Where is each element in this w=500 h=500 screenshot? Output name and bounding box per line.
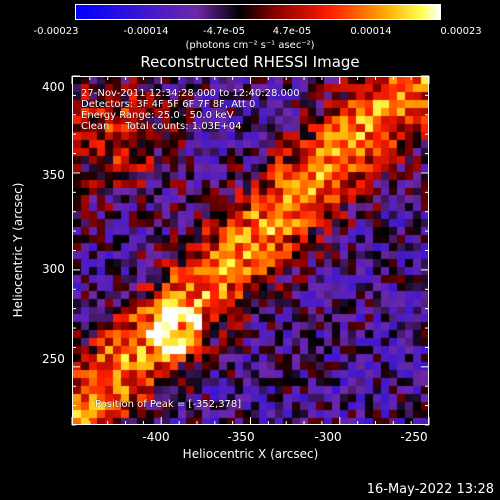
colorbar-tick: 4.7e-05 xyxy=(272,26,312,37)
y-tick-label: 250 xyxy=(42,352,65,366)
y-axis-label: Heliocentric Y (arcsec) xyxy=(11,182,25,318)
plot-title: Reconstructed RHESSI Image xyxy=(140,53,360,71)
y-tick-label: 400 xyxy=(42,80,65,94)
x-axis-label: Heliocentric X (arcsec) xyxy=(182,447,319,461)
y-tick-label: 350 xyxy=(42,168,65,182)
x-tick-label: -400 xyxy=(142,430,170,444)
footer-date: 16-May-2022 13:28 xyxy=(366,482,494,497)
colorbar xyxy=(75,4,441,20)
heatmap-image xyxy=(73,77,428,424)
plot-area: 27-Nov-2011 12:34:28.000 to 12:40:28.000… xyxy=(72,76,429,425)
colorbar-tick: -4.7e-05 xyxy=(203,26,245,37)
colorbar-tick: 0.00023 xyxy=(440,26,482,37)
colorbar-units: (photons cm⁻² s⁻¹ asec⁻²) xyxy=(185,40,315,51)
annotation-peak: Position of Peak = [-352,378] xyxy=(95,399,242,410)
annotation-detectors: Detectors: 3F 4F 5F 6F 7F 8F, Att 0 xyxy=(81,99,256,110)
colorbar-tick: 0.00014 xyxy=(350,26,392,37)
colorbar-ticks: -0.00023 -0.00014 -4.7e-05 4.7e-05 0.000… xyxy=(0,0,500,40)
colorbar-tick: -0.00014 xyxy=(123,26,169,37)
annotation-energy: Energy Range: 25.0 - 50.0 keV xyxy=(81,110,234,121)
x-tick-label: -300 xyxy=(314,430,342,444)
colorbar-tick: -0.00023 xyxy=(33,26,79,37)
x-tick-label: -250 xyxy=(400,430,428,444)
annotation-time: 27-Nov-2011 12:34:28.000 to 12:40:28.000 xyxy=(81,88,300,99)
x-tick-label: -350 xyxy=(227,430,255,444)
annotation-clean: Clean Total counts: 1.03E+04 xyxy=(81,121,242,132)
y-tick-label: 300 xyxy=(42,262,65,276)
